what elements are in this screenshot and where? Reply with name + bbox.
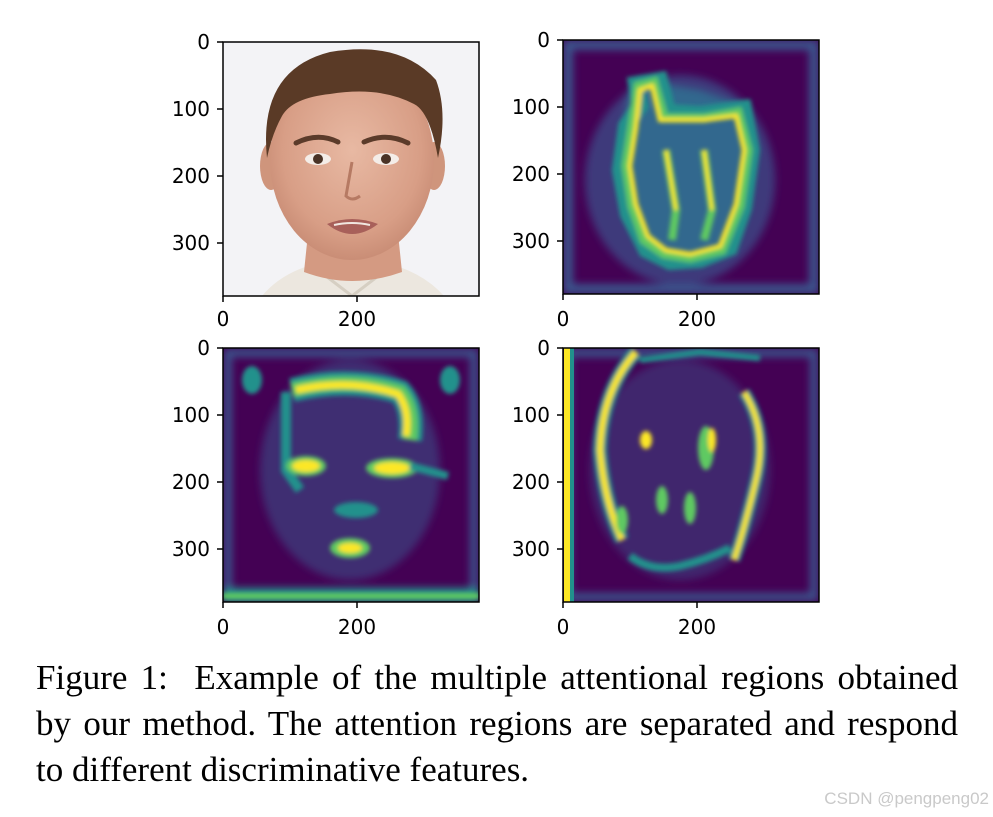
y-tick-label: 300 [172, 231, 210, 255]
x-tick-label: 200 [338, 307, 376, 331]
heatmap-3 [563, 348, 819, 602]
y-tick-label: 200 [172, 470, 210, 494]
y-tick-label: 100 [512, 95, 550, 119]
x-tick-label: 200 [678, 615, 716, 639]
panel-attention-map-2 [222, 347, 480, 603]
face-photo [223, 42, 479, 296]
panel-attention-map-1 [562, 39, 820, 295]
panel-attention-map-3 [562, 347, 820, 603]
x-tick-label: 0 [217, 307, 230, 331]
y-tick-label: 0 [197, 336, 210, 360]
panel-frame [562, 347, 820, 603]
figure-caption: Figure 1: Example of the multiple attent… [36, 655, 958, 793]
heatmap-2 [223, 348, 479, 602]
y-tick-label: 100 [172, 403, 210, 427]
x-tick-label: 200 [338, 615, 376, 639]
x-tick-label: 0 [217, 615, 230, 639]
watermark: CSDN @pengpeng02 [824, 789, 989, 808]
x-tick-label: 0 [557, 615, 570, 639]
panel-frame [562, 39, 820, 295]
panel-frame [222, 41, 480, 297]
caption-text: Example of the multiple attentional regi… [36, 658, 958, 789]
heatmap-1 [563, 40, 819, 294]
y-tick-label: 0 [537, 28, 550, 52]
panel-frame [222, 347, 480, 603]
figure: 0 100 200 300 0 200 0 100 200 300 0 200 … [172, 28, 820, 639]
panel-input-face [222, 41, 480, 297]
y-tick-label: 100 [172, 97, 210, 121]
tick-marks [217, 39, 698, 608]
y-tick-label: 0 [537, 336, 550, 360]
y-tick-label: 0 [197, 30, 210, 54]
x-tick-label: 0 [557, 307, 570, 331]
y-tick-label: 300 [172, 537, 210, 561]
y-tick-label: 200 [172, 164, 210, 188]
y-tick-label: 200 [512, 162, 550, 186]
figure-label: Figure 1: [36, 658, 168, 697]
y-tick-label: 100 [512, 403, 550, 427]
y-tick-label: 300 [512, 537, 550, 561]
y-tick-label: 200 [512, 470, 550, 494]
y-tick-label: 300 [512, 229, 550, 253]
x-tick-label: 200 [678, 307, 716, 331]
